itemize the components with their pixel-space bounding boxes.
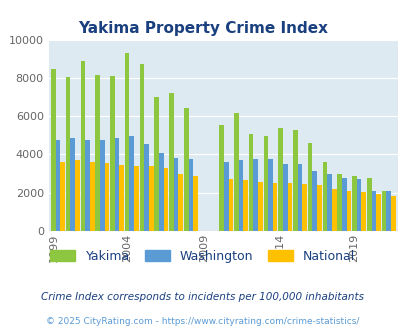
Bar — [95, 75, 100, 231]
Bar — [356, 179, 360, 231]
Bar — [193, 176, 197, 231]
Bar — [316, 185, 321, 231]
Bar — [233, 113, 238, 231]
Bar — [104, 163, 109, 231]
Bar — [66, 77, 70, 231]
Text: Crime Index corresponds to incidents per 100,000 inhabitants: Crime Index corresponds to incidents per… — [41, 292, 364, 302]
Legend: Yakima, Washington, National: Yakima, Washington, National — [45, 245, 360, 268]
Text: Yakima Property Crime Index: Yakima Property Crime Index — [78, 21, 327, 36]
Bar — [149, 166, 153, 231]
Bar — [331, 189, 336, 231]
Bar — [139, 64, 144, 231]
Bar — [371, 191, 375, 231]
Bar — [125, 53, 129, 231]
Bar — [341, 178, 346, 231]
Bar — [129, 136, 134, 231]
Bar — [154, 97, 159, 231]
Bar — [272, 183, 277, 231]
Bar — [263, 136, 268, 231]
Bar — [134, 166, 139, 231]
Bar — [385, 191, 390, 231]
Bar — [51, 69, 55, 231]
Bar — [173, 158, 178, 231]
Bar — [312, 171, 316, 231]
Bar — [307, 143, 312, 231]
Bar — [219, 125, 223, 231]
Bar — [390, 196, 394, 231]
Bar — [85, 140, 90, 231]
Bar — [223, 162, 228, 231]
Bar — [60, 162, 65, 231]
Bar — [258, 182, 262, 231]
Bar — [178, 174, 183, 231]
Bar — [287, 183, 292, 231]
Bar — [351, 176, 356, 231]
Bar — [297, 164, 302, 231]
Bar — [228, 179, 232, 231]
Text: © 2025 CityRating.com - https://www.cityrating.com/crime-statistics/: © 2025 CityRating.com - https://www.city… — [46, 317, 359, 326]
Bar — [326, 174, 331, 231]
Bar — [292, 130, 297, 231]
Bar — [322, 162, 326, 231]
Bar — [183, 108, 188, 231]
Bar — [163, 168, 168, 231]
Bar — [55, 140, 60, 231]
Bar — [100, 140, 104, 231]
Bar — [381, 191, 385, 231]
Bar — [277, 128, 282, 231]
Bar — [70, 138, 75, 231]
Bar — [90, 162, 94, 231]
Bar — [75, 160, 79, 231]
Bar — [188, 159, 193, 231]
Bar — [268, 159, 272, 231]
Bar — [243, 180, 247, 231]
Bar — [169, 93, 173, 231]
Bar — [337, 174, 341, 231]
Bar — [80, 61, 85, 231]
Bar — [253, 159, 258, 231]
Bar — [238, 160, 243, 231]
Bar — [282, 164, 287, 231]
Bar — [346, 191, 350, 231]
Bar — [115, 138, 119, 231]
Bar — [366, 178, 371, 231]
Bar — [360, 192, 365, 231]
Bar — [119, 165, 124, 231]
Bar — [375, 194, 380, 231]
Bar — [302, 184, 306, 231]
Bar — [110, 76, 115, 231]
Bar — [159, 152, 163, 231]
Bar — [144, 145, 149, 231]
Bar — [248, 134, 253, 231]
